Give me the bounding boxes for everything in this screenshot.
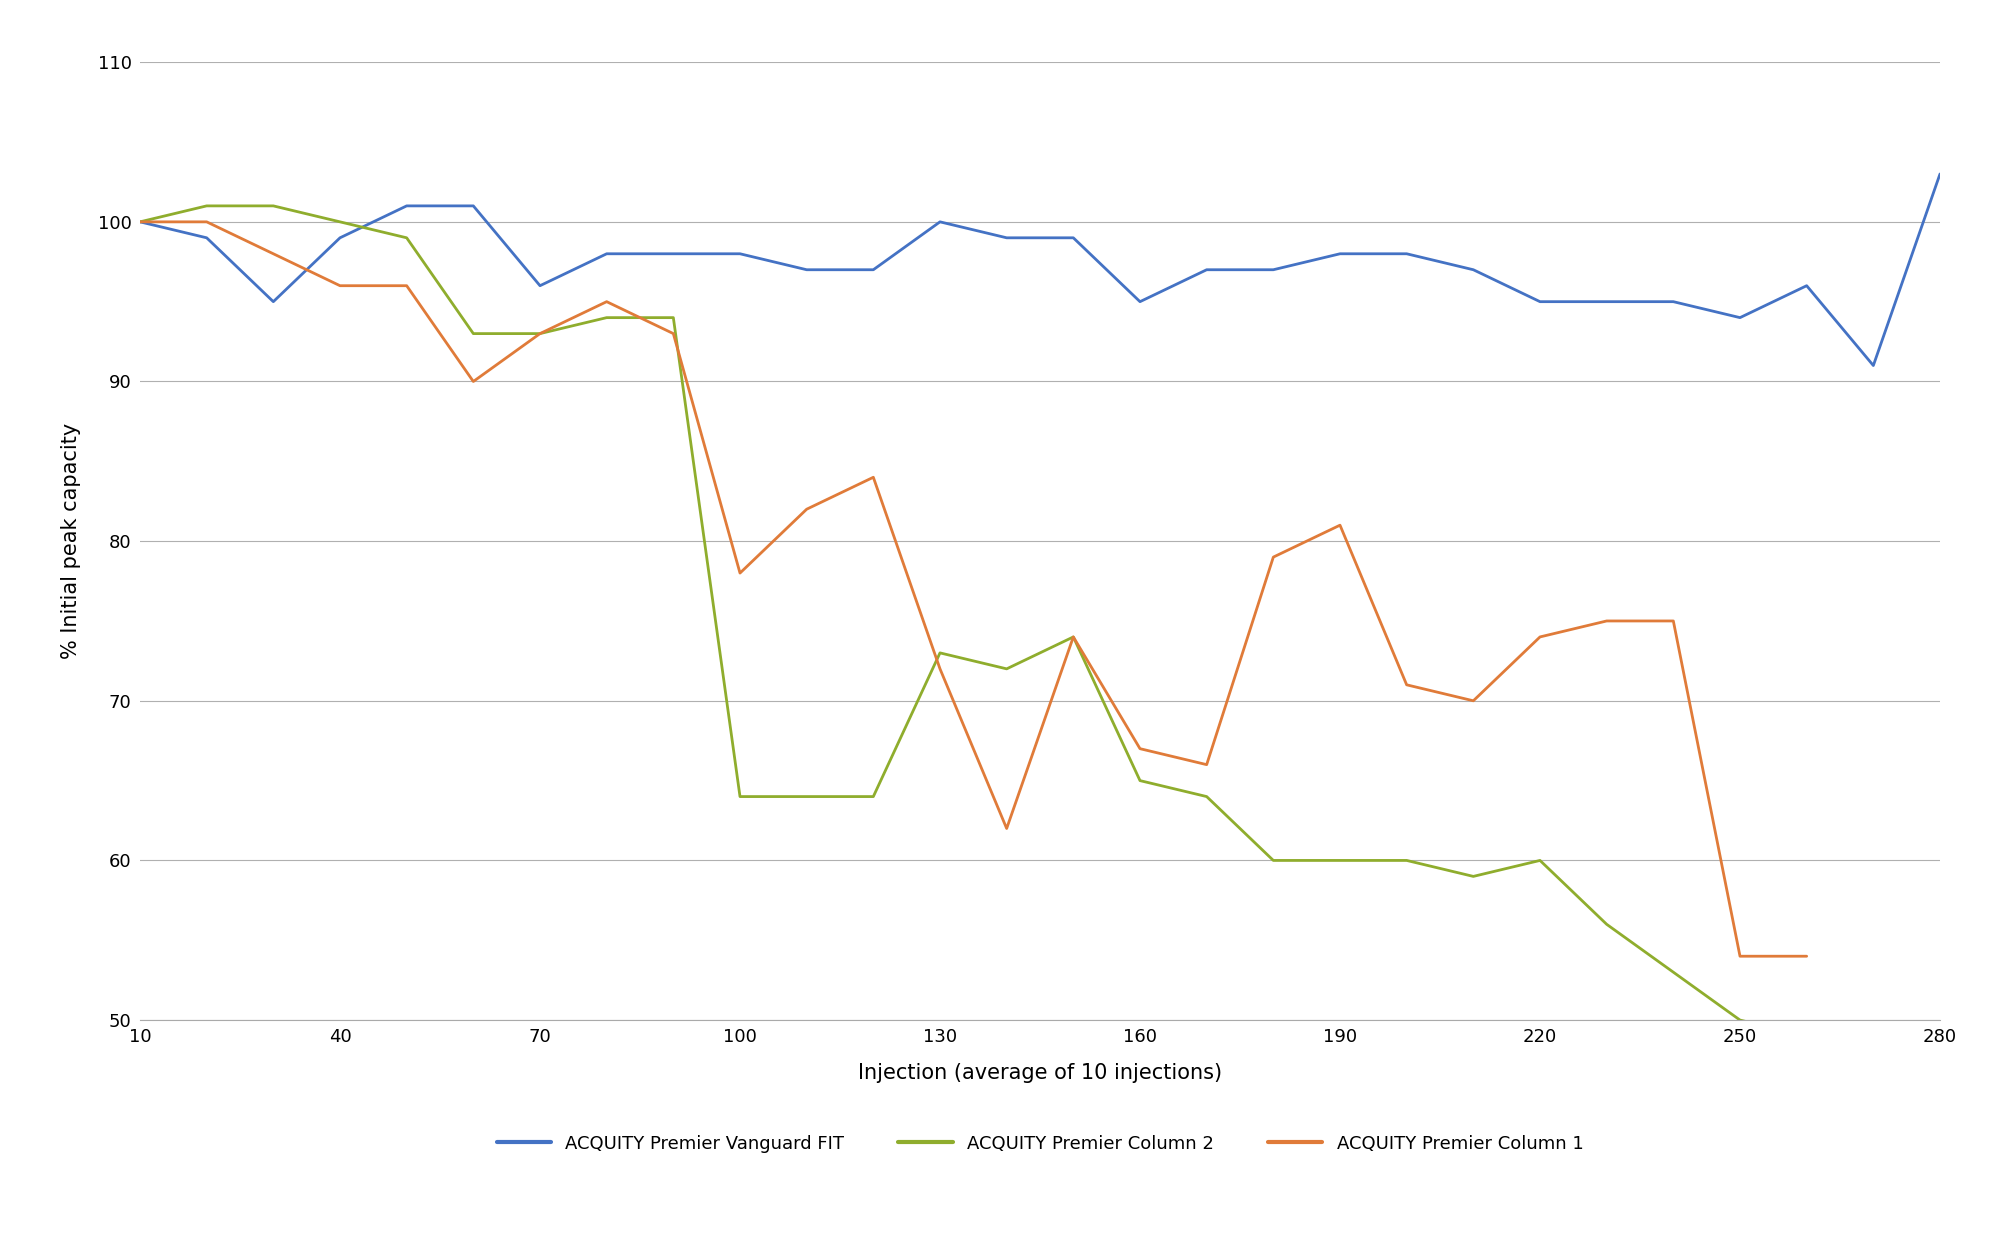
ACQUITY Premier Vanguard FIT (1462, 262, 1486, 277)
X-axis label: Injection (average of 10 injections): Injection (average of 10 injections) (858, 1064, 1222, 1084)
ACQUITY Premier Column 1 (1794, 949, 1818, 964)
ACQUITY Premier Vanguard FIT (1662, 295, 1686, 310)
ACQUITY Premier Column 2 (1594, 917, 1618, 932)
ACQUITY Premier Column 2 (1528, 853, 1552, 868)
ACQUITY Premier Column 2 (328, 214, 352, 229)
ACQUITY Premier Column 2 (128, 214, 152, 229)
ACQUITY Premier Column 1 (1528, 629, 1552, 644)
ACQUITY Premier Vanguard FIT (262, 295, 286, 310)
ACQUITY Premier Vanguard FIT (594, 246, 618, 261)
ACQUITY Premier Column 1 (262, 246, 286, 261)
ACQUITY Premier Vanguard FIT (1262, 262, 1286, 277)
ACQUITY Premier Vanguard FIT (1062, 230, 1086, 245)
ACQUITY Premier Column 2 (1194, 789, 1218, 804)
ACQUITY Premier Vanguard FIT (1528, 295, 1552, 310)
ACQUITY Premier Column 1 (528, 326, 552, 341)
ACQUITY Premier Vanguard FIT (462, 199, 486, 214)
ACQUITY Premier Column 2 (1462, 870, 1486, 884)
ACQUITY Premier Column 1 (1328, 518, 1352, 532)
ACQUITY Premier Vanguard FIT (1862, 358, 1886, 373)
ACQUITY Premier Column 2 (394, 230, 418, 245)
ACQUITY Premier Column 1 (462, 374, 486, 389)
ACQUITY Premier Column 2 (528, 326, 552, 341)
ACQUITY Premier Vanguard FIT (862, 262, 886, 277)
ACQUITY Premier Column 1 (394, 279, 418, 294)
ACQUITY Premier Column 2 (1128, 773, 1152, 789)
Legend: ACQUITY Premier Vanguard FIT, ACQUITY Premier Column 2, ACQUITY Premier Column 1: ACQUITY Premier Vanguard FIT, ACQUITY Pr… (496, 1135, 1584, 1153)
ACQUITY Premier Column 1 (1062, 629, 1086, 644)
ACQUITY Premier Column 2 (994, 662, 1018, 677)
ACQUITY Premier Vanguard FIT (728, 246, 752, 261)
ACQUITY Premier Column 1 (994, 821, 1018, 836)
ACQUITY Premier Column 1 (1662, 613, 1686, 628)
ACQUITY Premier Column 2 (1328, 853, 1352, 868)
ACQUITY Premier Column 1 (1462, 693, 1486, 708)
ACQUITY Premier Vanguard FIT (1394, 246, 1418, 261)
ACQUITY Premier Column 2 (1662, 965, 1686, 980)
ACQUITY Premier Vanguard FIT (328, 230, 352, 245)
ACQUITY Premier Column 2 (194, 199, 218, 214)
ACQUITY Premier Column 2 (1794, 1029, 1818, 1044)
ACQUITY Premier Column 2 (1262, 853, 1286, 868)
Line: ACQUITY Premier Vanguard FIT: ACQUITY Premier Vanguard FIT (140, 174, 1940, 366)
ACQUITY Premier Column 1 (1128, 741, 1152, 756)
ACQUITY Premier Vanguard FIT (994, 230, 1018, 245)
ACQUITY Premier Column 1 (862, 470, 886, 485)
ACQUITY Premier Column 2 (662, 310, 686, 325)
ACQUITY Premier Column 1 (1194, 758, 1218, 773)
ACQUITY Premier Column 1 (594, 295, 618, 310)
ACQUITY Premier Vanguard FIT (194, 230, 218, 245)
ACQUITY Premier Vanguard FIT (1594, 295, 1618, 310)
ACQUITY Premier Column 1 (328, 279, 352, 294)
ACQUITY Premier Vanguard FIT (662, 246, 686, 261)
ACQUITY Premier Vanguard FIT (1328, 246, 1352, 261)
ACQUITY Premier Column 1 (728, 566, 752, 581)
ACQUITY Premier Column 1 (1394, 677, 1418, 692)
ACQUITY Premier Vanguard FIT (1728, 310, 1752, 325)
ACQUITY Premier Column 1 (1262, 550, 1286, 565)
ACQUITY Premier Column 2 (462, 326, 486, 341)
ACQUITY Premier Column 1 (662, 326, 686, 341)
ACQUITY Premier Column 2 (1728, 1013, 1752, 1028)
ACQUITY Premier Column 2 (1394, 853, 1418, 868)
ACQUITY Premier Column 2 (594, 310, 618, 325)
ACQUITY Premier Column 1 (1594, 613, 1618, 628)
Y-axis label: % Initial peak capacity: % Initial peak capacity (60, 423, 80, 659)
ACQUITY Premier Vanguard FIT (1128, 295, 1152, 310)
ACQUITY Premier Column 2 (928, 646, 952, 661)
ACQUITY Premier Vanguard FIT (128, 214, 152, 229)
ACQUITY Premier Column 1 (928, 662, 952, 677)
ACQUITY Premier Column 2 (262, 199, 286, 214)
ACQUITY Premier Vanguard FIT (794, 262, 818, 277)
ACQUITY Premier Column 2 (728, 789, 752, 804)
ACQUITY Premier Column 1 (1728, 949, 1752, 964)
ACQUITY Premier Column 2 (1062, 629, 1086, 644)
ACQUITY Premier Vanguard FIT (528, 279, 552, 294)
ACQUITY Premier Column 1 (794, 501, 818, 516)
Line: ACQUITY Premier Column 2: ACQUITY Premier Column 2 (140, 207, 1806, 1036)
ACQUITY Premier Column 2 (862, 789, 886, 804)
Line: ACQUITY Premier Column 1: ACQUITY Premier Column 1 (140, 221, 1806, 957)
ACQUITY Premier Vanguard FIT (394, 199, 418, 214)
ACQUITY Premier Vanguard FIT (1794, 279, 1818, 294)
ACQUITY Premier Column 2 (794, 789, 818, 804)
ACQUITY Premier Vanguard FIT (928, 214, 952, 229)
ACQUITY Premier Vanguard FIT (1194, 262, 1218, 277)
ACQUITY Premier Column 1 (194, 214, 218, 229)
ACQUITY Premier Column 1 (128, 214, 152, 229)
ACQUITY Premier Vanguard FIT (1928, 167, 1952, 182)
